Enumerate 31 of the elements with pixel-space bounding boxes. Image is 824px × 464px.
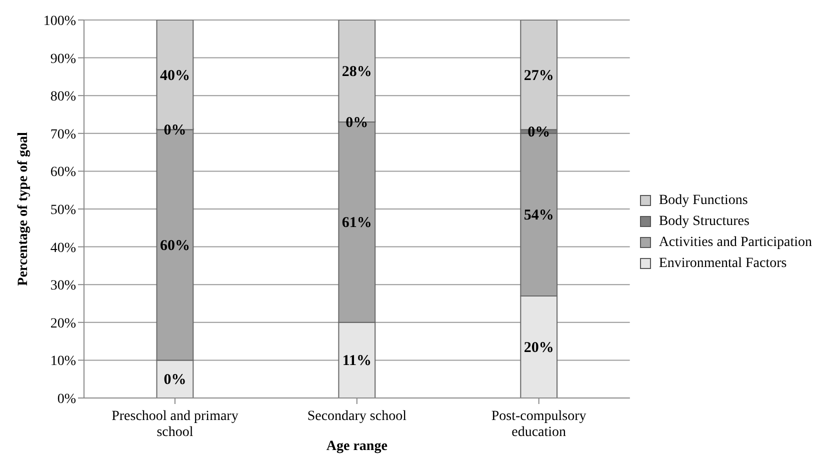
annotation: 40% bbox=[160, 68, 190, 84]
legend-label: Body Functions bbox=[658, 192, 748, 208]
y-tick-label: 30% bbox=[50, 278, 76, 294]
annotation: 0% bbox=[528, 124, 550, 141]
y-tick-label: 10% bbox=[50, 354, 76, 370]
annotation: 60% bbox=[160, 238, 190, 254]
annotation: 0% bbox=[164, 122, 186, 139]
annotation: 11% bbox=[342, 353, 372, 370]
legend-label: Body Structures bbox=[658, 214, 750, 230]
annotation: 28% bbox=[342, 64, 372, 80]
y-tick-label: 0% bbox=[57, 392, 76, 407]
annotation: 61% bbox=[342, 215, 372, 232]
y-tick-label: 20% bbox=[50, 316, 76, 332]
y-tick-label: 50% bbox=[50, 202, 76, 218]
x-tick-label: Secondary school bbox=[307, 409, 407, 424]
legend-label: Environmental Factors bbox=[658, 256, 787, 272]
y-tick-label: 60% bbox=[50, 165, 76, 180]
annotation: 0% bbox=[164, 372, 186, 388]
legend-label: Activities and Participation bbox=[658, 234, 812, 250]
y-tick-label: 70% bbox=[50, 127, 76, 142]
y-tick-label: 100% bbox=[43, 14, 76, 29]
x-tick-label: Post-compulsory education bbox=[491, 409, 586, 440]
annotation: 20% bbox=[524, 340, 554, 356]
x-tick-label: Preschool and primary school bbox=[112, 409, 238, 440]
y-axis-title: Percentage of type of goal bbox=[16, 132, 31, 286]
y-tick-label: 80% bbox=[50, 90, 76, 105]
annotation: 54% bbox=[524, 208, 554, 224]
annotation: 27% bbox=[524, 68, 554, 84]
y-tick-label: 90% bbox=[50, 52, 76, 67]
y-tick-label: 40% bbox=[50, 240, 76, 256]
x-axis-title: Age range bbox=[326, 439, 388, 454]
